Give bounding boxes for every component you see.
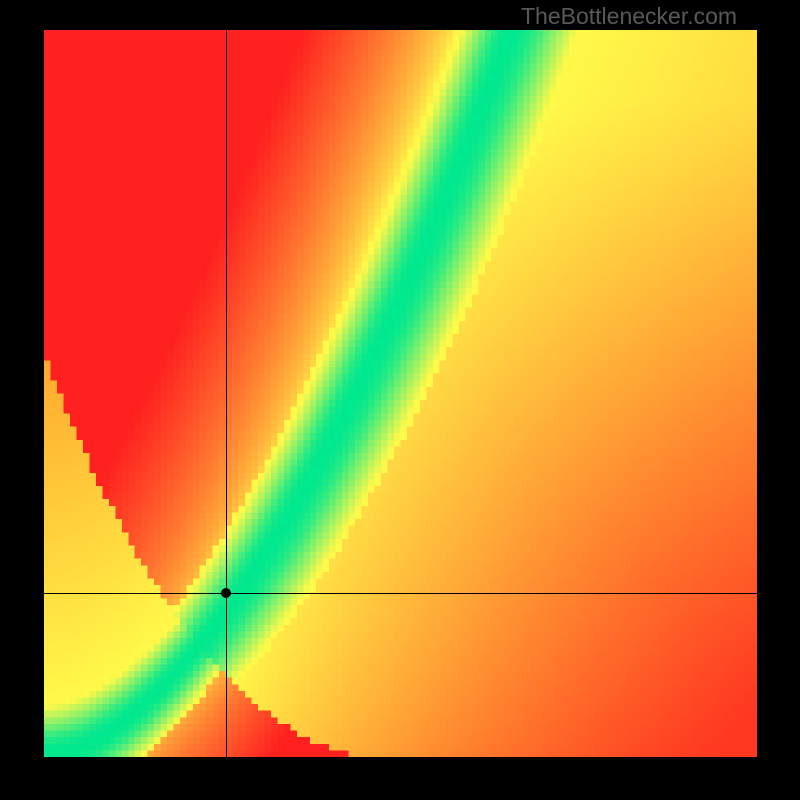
crosshair-horizontal [44, 593, 757, 594]
crosshair-vertical [226, 30, 227, 757]
bottleneck-heatmap [44, 30, 757, 757]
watermark-text: TheBottlenecker.com [521, 3, 737, 30]
chart-container: TheBottlenecker.com [0, 0, 800, 800]
